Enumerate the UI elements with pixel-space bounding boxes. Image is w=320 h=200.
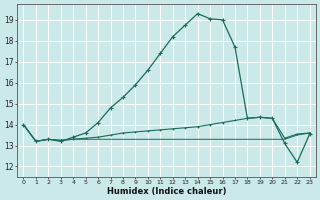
X-axis label: Humidex (Indice chaleur): Humidex (Indice chaleur) bbox=[107, 187, 226, 196]
